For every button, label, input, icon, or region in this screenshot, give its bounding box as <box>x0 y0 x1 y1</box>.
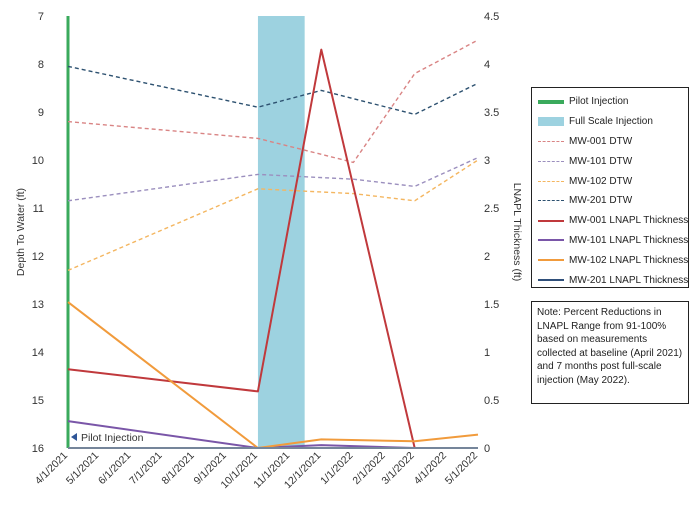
legend-item-5: MW-201 DTW <box>538 191 688 211</box>
legend-label-0: Pilot Injection <box>569 96 629 108</box>
legend-label-7: MW-101 LNAPL Thickness <box>569 234 689 246</box>
legend-label-8: MW-102 LNAPL Thickness <box>569 254 689 266</box>
y2-tick-label-8: 4 <box>484 59 490 71</box>
y2-tick-label-2: 1 <box>484 347 490 359</box>
legend-item-7: MW-101 LNAPL Thickness <box>538 231 688 251</box>
x-tick-label-11: 3/1/2022 <box>379 450 416 487</box>
full-scale-injection-band <box>257 16 305 448</box>
legend-swatch-0 <box>538 97 564 107</box>
series-line-1 <box>67 156 479 202</box>
y2-tick-label-9: 4.5 <box>484 11 499 23</box>
note-text: Note: Percent Reductions in LNAPL Range … <box>537 307 683 386</box>
legend-label-9: MW-201 LNAPL Thickness <box>569 274 689 286</box>
x-tick-label-12: 4/1/2022 <box>412 450 449 487</box>
note-box: Note: Percent Reductions in LNAPL Range … <box>531 301 689 404</box>
y2-tick-label-4: 2 <box>484 251 490 263</box>
legend-label-5: MW-201 DTW <box>569 195 633 207</box>
y2-tick-label-0: 0 <box>484 443 490 455</box>
y-tick-label-6: 13 <box>32 299 44 311</box>
legend-label-4: MW-102 DTW <box>569 175 633 187</box>
x-tick-label-3: 7/1/2021 <box>127 450 164 487</box>
series-line-4 <box>67 48 416 449</box>
y-tick-label-5: 12 <box>32 251 44 263</box>
legend-swatch-2 <box>538 136 564 146</box>
y2-tick-label-5: 2.5 <box>484 203 499 215</box>
legend-item-9: MW-201 LNAPL Thickness <box>538 270 688 290</box>
legend-swatch-9 <box>538 275 564 285</box>
legend-item-0: Pilot Injection <box>538 92 688 112</box>
series-line-0 <box>67 39 479 164</box>
legend-label-2: MW-001 DTW <box>569 135 633 147</box>
y2-axis-title: LNAPL Thickness (ft) <box>511 183 523 282</box>
legend-swatch-1 <box>538 117 564 127</box>
y-tick-label-1: 8 <box>38 59 44 71</box>
legend-swatch-6 <box>538 216 564 226</box>
x-tick-label-1: 5/1/2021 <box>64 450 101 487</box>
legend-swatch-8 <box>538 255 564 265</box>
legend-swatch-5 <box>538 196 564 206</box>
legend-swatch-3 <box>538 156 564 166</box>
y-axis-title: Depth To Water (ft) <box>15 188 27 276</box>
legend-item-3: MW-101 DTW <box>538 151 688 171</box>
pilot-injection-arrow-icon <box>71 433 77 441</box>
legend-label-1: Full Scale Injection <box>569 116 653 128</box>
legend-item-1: Full Scale Injection <box>538 112 688 132</box>
series-line-6 <box>67 301 479 449</box>
legend-swatch-4 <box>538 176 564 186</box>
legend: Pilot Injection Full Scale Injection MW-00… <box>531 87 689 288</box>
legend-item-2: MW-001 DTW <box>538 132 688 152</box>
series-line-3 <box>67 65 479 116</box>
legend-item-6: MW-001 LNAPL Thickness <box>538 211 688 231</box>
legend-swatch-7 <box>538 235 564 245</box>
x-tick-label-0: 4/1/2021 <box>33 450 70 487</box>
x-tick-label-13: 5/1/2022 <box>443 450 480 487</box>
y-tick-label-2: 9 <box>38 107 44 119</box>
legend-item-8: MW-102 LNAPL Thickness <box>538 250 688 270</box>
y-tick-label-3: 10 <box>32 155 44 167</box>
pilot-injection-annotation: Pilot Injection <box>81 432 144 444</box>
legend-item-4: MW-102 DTW <box>538 171 688 191</box>
series-line-2 <box>67 159 479 272</box>
x-tick-label-4: 8/1/2021 <box>159 450 196 487</box>
y2-tick-label-1: 0.5 <box>484 395 499 407</box>
y2-tick-label-7: 3.5 <box>484 107 499 119</box>
x-tick-label-9: 1/1/2022 <box>318 450 355 487</box>
x-tick-label-2: 6/1/2021 <box>96 450 133 487</box>
y-tick-label-7: 14 <box>32 347 44 359</box>
y-tick-label-0: 7 <box>38 11 44 23</box>
y-tick-label-4: 11 <box>33 203 44 215</box>
y2-tick-label-6: 3 <box>484 155 490 167</box>
legend-label-6: MW-001 LNAPL Thickness <box>569 215 689 227</box>
y-tick-label-8: 15 <box>32 395 44 407</box>
y-tick-label-9: 16 <box>32 443 44 455</box>
legend-label-3: MW-101 DTW <box>569 155 633 167</box>
y2-tick-label-3: 1.5 <box>484 299 499 311</box>
